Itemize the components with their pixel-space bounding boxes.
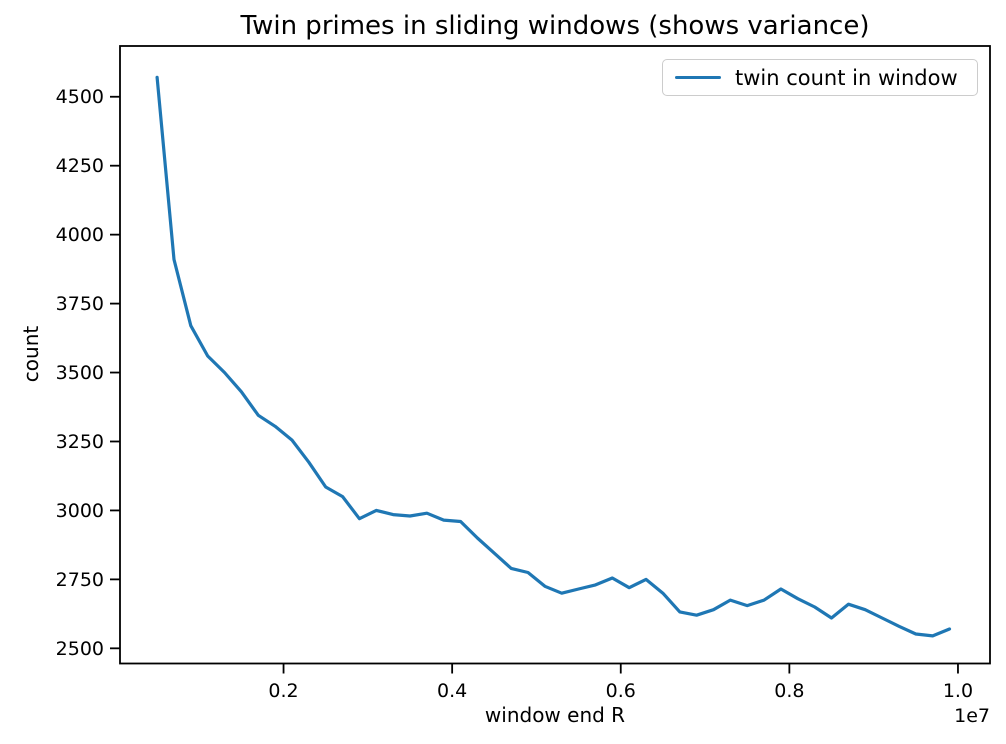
y-tick-label: 2500 <box>56 638 104 660</box>
y-tick-label: 2750 <box>56 569 104 591</box>
axes-group: 0.2 0.4 0.6 0.8 1.0 2500 2750 3000 3250 3500 3750 4… <box>56 45 991 702</box>
x-tick-label: 0.6 <box>606 680 636 702</box>
legend: twin count in window <box>662 59 978 96</box>
y-axis-label: count <box>19 325 43 383</box>
y-tick-label: 3000 <box>56 500 104 522</box>
y-tick-label: 4000 <box>56 224 104 246</box>
x-tick-label: 0.2 <box>268 680 298 702</box>
y-tick-label: 3750 <box>56 293 104 315</box>
x-axis-offset-label: 1e7 <box>954 705 990 727</box>
y-tick-label: 4500 <box>56 86 104 108</box>
plot-frame <box>119 45 991 665</box>
x-axis-label: window end R <box>484 703 626 727</box>
chart-title: Twin primes in sliding windows (shows va… <box>240 11 870 41</box>
legend-line-sample <box>675 75 721 80</box>
x-tick-label: 0.8 <box>774 680 804 702</box>
x-tick-label: 0.4 <box>437 680 467 702</box>
data-line <box>155 75 952 638</box>
legend-label: twin count in window <box>735 65 958 90</box>
x-tick-label: 1.0 <box>943 680 973 702</box>
y-tick-label: 4250 <box>56 155 104 177</box>
y-tick-label: 3500 <box>56 362 104 384</box>
y-tick-label: 3250 <box>56 431 104 453</box>
